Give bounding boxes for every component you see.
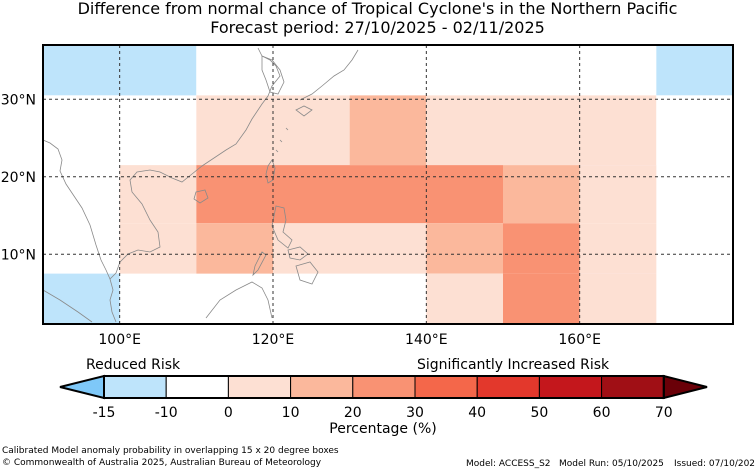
forecast-period: Forecast period: 27/10/2025 - 02/11/2025 [210, 18, 545, 37]
anomaly-cell [426, 273, 503, 324]
footer-note: Calibrated Model anomaly probability in … [2, 446, 339, 456]
anomaly-cell [503, 223, 580, 274]
anomaly-cell [196, 165, 504, 224]
longitude-label: 100°E [98, 332, 141, 348]
colorbar-tick-label: 30 [406, 405, 424, 421]
anomaly-cell [43, 95, 120, 166]
anomaly-cell [656, 45, 733, 96]
colorbar-tick-label: -15 [92, 405, 116, 421]
chart-title: Difference from normal chance of Tropica… [77, 0, 678, 18]
colorbar-bin [290, 375, 354, 399]
anomaly-cell [196, 45, 273, 96]
colorbar-extend-high [662, 374, 708, 400]
longitude-label: 160°E [558, 332, 601, 348]
footer-copyright: © Commonwealth of Australia 2025, Austra… [2, 458, 322, 468]
anomaly-cell [503, 165, 580, 224]
graticule [43, 45, 733, 324]
asia-coastline [42, 47, 281, 323]
sumatra-outline [42, 289, 93, 323]
map-frame [42, 44, 734, 325]
visayas-outline [287, 246, 309, 261]
mindanao-outline [295, 261, 319, 285]
colorbar-bin [165, 375, 229, 399]
anomaly-cell [196, 223, 273, 274]
axis-labels: 30°N 20°N 10°N 100°E 120°E 140°E 160°E [1, 92, 601, 348]
anomaly-cell [656, 95, 733, 166]
footer-model: Model: ACCESS_S2 [466, 459, 551, 469]
colorbar-bin [414, 375, 478, 399]
anomaly-cell [43, 273, 120, 324]
korea-outline [261, 55, 285, 95]
latitude-label: 20°N [1, 170, 36, 186]
borneo-outline [205, 281, 273, 319]
colorbar-tick-label: 40 [468, 405, 487, 421]
colorbar-bin [352, 375, 416, 399]
japan-outline [295, 49, 359, 117]
colorbar-extend-low [59, 374, 105, 400]
anomaly-cell [426, 95, 657, 166]
ryukyu-islands [275, 127, 289, 153]
footer-issued: Issued: 07/10/2025 [674, 459, 755, 469]
colorbar-tick-label: 70 [654, 405, 673, 421]
footer-model-run: Model Run: 05/10/2025 [559, 459, 664, 469]
anomaly-cell [426, 223, 503, 274]
colorbar-tick-label: 60 [592, 405, 611, 421]
anomaly-cell [579, 273, 657, 324]
colorbar-bin [103, 375, 167, 399]
colorbar-bin [476, 375, 540, 399]
colorbar [59, 374, 708, 400]
latitude-label: 30°N [1, 92, 36, 108]
colorbar-bin [601, 375, 665, 399]
increased-risk-label: Significantly Increased Risk [417, 357, 610, 373]
latitude-label: 10°N [1, 247, 36, 263]
anomaly-cell [43, 45, 120, 96]
anomaly-cell [503, 273, 580, 324]
hainan-outline [193, 189, 209, 204]
reduced-risk-label: Reduced Risk [86, 357, 181, 373]
colorbar-tick-label: 50 [530, 405, 549, 421]
colorbar-outline [103, 375, 665, 399]
colorbar-axis-label: Percentage (%) [329, 421, 437, 437]
colorbar-bin [227, 375, 292, 399]
longitude-label: 120°E [252, 332, 295, 348]
anomaly-cell [119, 165, 197, 224]
anomaly-cell [349, 95, 427, 166]
coastline [42, 47, 359, 323]
colorbar-tick-label: 20 [343, 405, 362, 421]
colorbar-bin [538, 375, 603, 399]
anomaly-cell [119, 45, 197, 96]
longitude-label: 140°E [405, 332, 448, 348]
colorbar-tick-label: 10 [281, 405, 300, 421]
anomaly-cell [579, 223, 657, 274]
luzon-outline [271, 205, 293, 249]
anomaly-cell [579, 165, 657, 224]
anomaly-cells [43, 45, 733, 324]
colorbar-tick-label: -10 [154, 405, 178, 421]
colorbar-tick-label: 0 [223, 405, 233, 421]
